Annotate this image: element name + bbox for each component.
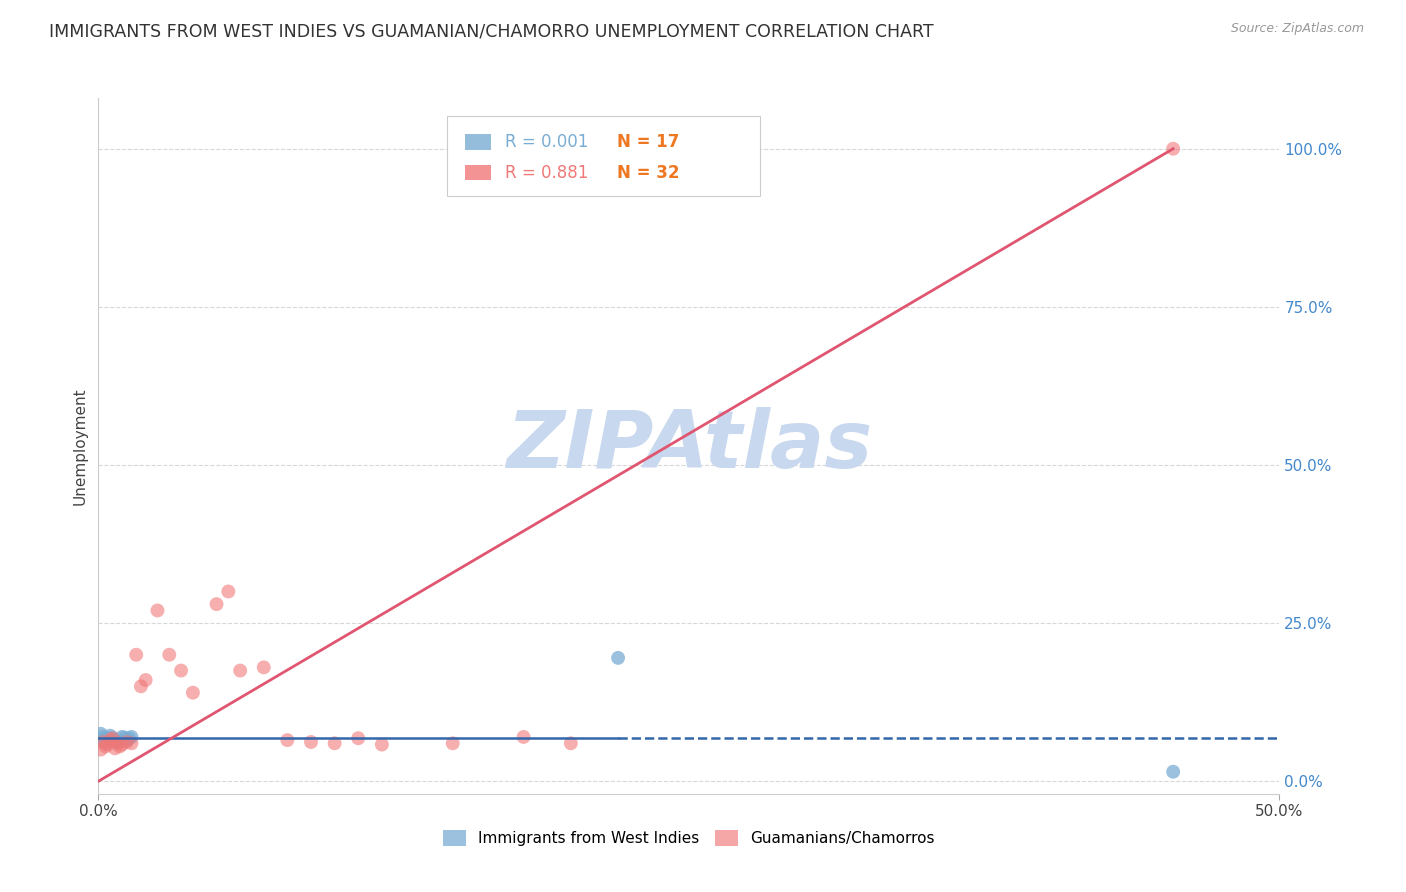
Point bbox=[112, 731, 135, 745]
Point bbox=[512, 730, 534, 744]
Point bbox=[157, 648, 180, 662]
Point bbox=[104, 741, 127, 756]
Point bbox=[229, 664, 252, 678]
Point bbox=[129, 679, 152, 693]
Bar bbox=[464, 165, 491, 180]
Point bbox=[347, 731, 370, 746]
Point bbox=[108, 739, 131, 754]
Point bbox=[108, 734, 131, 748]
Point bbox=[181, 686, 204, 700]
Point bbox=[97, 738, 120, 752]
FancyBboxPatch shape bbox=[447, 116, 759, 195]
Text: R = 0.001: R = 0.001 bbox=[505, 133, 588, 151]
Text: ZIPAtlas: ZIPAtlas bbox=[506, 407, 872, 485]
Bar bbox=[464, 135, 491, 150]
Point bbox=[146, 603, 169, 617]
Point bbox=[1161, 142, 1184, 156]
Point bbox=[607, 651, 630, 665]
Point bbox=[90, 733, 112, 747]
Text: R = 0.881: R = 0.881 bbox=[505, 163, 588, 182]
Point bbox=[115, 735, 138, 749]
Point bbox=[118, 731, 141, 746]
Point bbox=[104, 733, 127, 747]
Point bbox=[105, 735, 128, 749]
Text: N = 32: N = 32 bbox=[617, 163, 679, 182]
Point bbox=[101, 731, 124, 746]
Point bbox=[91, 730, 114, 744]
Text: IMMIGRANTS FROM WEST INDIES VS GUAMANIAN/CHAMORRO UNEMPLOYMENT CORRELATION CHART: IMMIGRANTS FROM WEST INDIES VS GUAMANIAN… bbox=[49, 22, 934, 40]
Point bbox=[105, 736, 128, 750]
Point bbox=[205, 597, 228, 611]
Point bbox=[560, 736, 582, 750]
Point bbox=[111, 730, 134, 744]
Text: Source: ZipAtlas.com: Source: ZipAtlas.com bbox=[1230, 22, 1364, 36]
Point bbox=[276, 733, 298, 747]
Point bbox=[111, 738, 134, 752]
Legend: Immigrants from West Indies, Guamanians/Chamorros: Immigrants from West Indies, Guamanians/… bbox=[437, 824, 941, 853]
Point bbox=[97, 731, 120, 746]
Point bbox=[323, 736, 346, 750]
Point bbox=[1161, 764, 1184, 779]
Y-axis label: Unemployment: Unemployment bbox=[72, 387, 87, 505]
Point bbox=[98, 729, 121, 743]
Point bbox=[121, 736, 143, 750]
Point bbox=[101, 731, 124, 746]
Point bbox=[94, 736, 117, 750]
Point bbox=[121, 730, 143, 744]
Point bbox=[170, 664, 193, 678]
Point bbox=[94, 739, 117, 754]
Point bbox=[371, 738, 394, 752]
Point bbox=[299, 735, 322, 749]
Point bbox=[90, 742, 112, 756]
Point bbox=[115, 733, 138, 747]
Text: N = 17: N = 17 bbox=[617, 133, 679, 151]
Point bbox=[90, 727, 112, 741]
Point bbox=[125, 648, 148, 662]
Point bbox=[253, 660, 276, 674]
Point bbox=[91, 735, 114, 749]
Point bbox=[98, 733, 121, 747]
Point bbox=[217, 584, 239, 599]
Point bbox=[135, 673, 157, 687]
Point bbox=[441, 736, 464, 750]
